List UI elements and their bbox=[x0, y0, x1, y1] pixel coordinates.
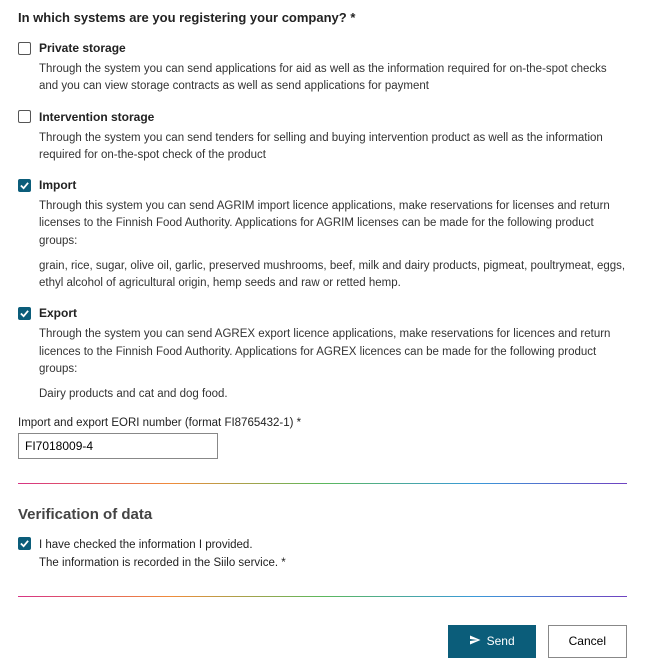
desc-intervention-storage: Through the system you can send tenders … bbox=[39, 130, 627, 165]
option-export: Export Through the system you can send A… bbox=[18, 306, 627, 403]
verification-row: I have checked the information I provide… bbox=[18, 537, 627, 572]
eori-input[interactable] bbox=[18, 433, 218, 459]
option-private-storage: Private storage Through the system you c… bbox=[18, 41, 627, 96]
verification-title: Verification of data bbox=[18, 506, 627, 523]
desc-import-1: Through this system you can send AGRIM i… bbox=[39, 198, 627, 250]
verification-line1: I have checked the information I provide… bbox=[39, 539, 253, 551]
label-export: Export bbox=[39, 306, 77, 320]
label-private-storage: Private storage bbox=[39, 41, 126, 55]
send-icon bbox=[469, 634, 481, 649]
send-button[interactable]: Send bbox=[448, 625, 536, 658]
checkbox-intervention-storage[interactable] bbox=[18, 110, 31, 123]
button-row: Send Cancel bbox=[18, 625, 627, 658]
option-intervention-storage: Intervention storage Through the system … bbox=[18, 110, 627, 165]
desc-export-1: Through the system you can send AGREX ex… bbox=[39, 326, 627, 378]
checkbox-private-storage[interactable] bbox=[18, 42, 31, 55]
divider bbox=[18, 483, 627, 484]
verification-line2: The information is recorded in the Siilo… bbox=[39, 557, 286, 569]
send-button-label: Send bbox=[487, 634, 515, 648]
option-import: Import Through this system you can send … bbox=[18, 178, 627, 292]
divider-2 bbox=[18, 596, 627, 597]
checkbox-import[interactable] bbox=[18, 179, 31, 192]
checkbox-export[interactable] bbox=[18, 307, 31, 320]
checkbox-verification[interactable] bbox=[18, 537, 31, 550]
verification-text: I have checked the information I provide… bbox=[39, 537, 286, 572]
desc-export-2: Dairy products and cat and dog food. bbox=[39, 386, 627, 403]
cancel-button[interactable]: Cancel bbox=[548, 625, 627, 658]
desc-import-2: grain, rice, sugar, olive oil, garlic, p… bbox=[39, 258, 627, 293]
label-import: Import bbox=[39, 178, 76, 192]
desc-private-storage: Through the system you can send applicat… bbox=[39, 61, 627, 96]
label-intervention-storage: Intervention storage bbox=[39, 110, 154, 124]
eori-label: Import and export EORI number (format FI… bbox=[18, 417, 627, 429]
cancel-button-label: Cancel bbox=[569, 634, 606, 648]
question-title: In which systems are you registering you… bbox=[18, 10, 627, 25]
